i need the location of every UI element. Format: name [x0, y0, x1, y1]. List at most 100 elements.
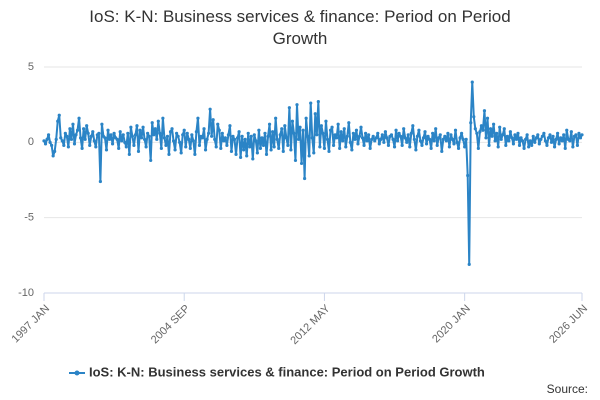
point [368, 146, 372, 150]
point [245, 154, 249, 158]
point [239, 155, 243, 159]
point [505, 134, 509, 138]
point [150, 121, 154, 125]
point [226, 133, 231, 137]
point [479, 124, 484, 128]
point [571, 145, 575, 149]
point [466, 173, 470, 178]
point [502, 127, 506, 131]
point [179, 151, 183, 155]
point [88, 143, 92, 147]
point [83, 137, 87, 141]
point [197, 143, 202, 147]
point [231, 134, 235, 138]
point [577, 131, 581, 135]
point [392, 145, 397, 149]
point [217, 128, 221, 132]
point [132, 143, 136, 147]
point [484, 136, 488, 140]
series-line [43, 81, 583, 266]
point [421, 136, 426, 140]
point [507, 139, 511, 143]
point [386, 143, 391, 147]
point [92, 139, 96, 143]
point [176, 134, 180, 138]
x-tick-label: 2020 JAN [430, 303, 473, 346]
point [549, 140, 554, 144]
point [71, 122, 75, 126]
point [469, 121, 473, 125]
point [167, 152, 171, 156]
point [373, 139, 377, 143]
point [492, 122, 496, 126]
point [72, 142, 77, 146]
point [536, 133, 540, 137]
point [307, 154, 311, 158]
point [431, 131, 435, 135]
point [313, 112, 317, 116]
point [359, 125, 363, 129]
point [120, 139, 124, 143]
point [274, 116, 278, 120]
point [356, 142, 360, 146]
point [271, 130, 275, 134]
point [219, 146, 223, 150]
point [427, 137, 432, 141]
point [258, 146, 263, 150]
point [389, 133, 394, 137]
point [255, 151, 259, 155]
point [508, 130, 512, 134]
point [65, 134, 69, 138]
point [62, 143, 66, 147]
point [51, 154, 55, 158]
point [399, 134, 403, 138]
point [336, 122, 340, 126]
point [551, 134, 555, 138]
point [263, 131, 267, 135]
point [299, 161, 304, 166]
point [123, 140, 127, 144]
point [414, 148, 418, 152]
y-tick-label: 5 [28, 61, 34, 73]
point [278, 133, 282, 137]
point [59, 136, 63, 140]
point [458, 136, 462, 140]
point [53, 149, 57, 153]
point [57, 113, 61, 117]
point [409, 131, 413, 135]
source-note: Source: [547, 382, 588, 396]
point [510, 136, 514, 140]
point [321, 131, 325, 135]
point [360, 136, 365, 140]
point [187, 137, 191, 141]
point [171, 139, 176, 143]
point [496, 145, 500, 149]
point [249, 134, 253, 138]
point [464, 137, 468, 141]
point [267, 122, 272, 126]
point [357, 134, 362, 138]
point [318, 145, 322, 149]
point [295, 103, 299, 107]
point [437, 136, 441, 140]
legend-label: IoS: K-N: Business services & finance: P… [89, 364, 485, 379]
point [202, 127, 206, 131]
point [225, 143, 229, 147]
point [46, 133, 51, 137]
y-tick-label: -5 [24, 212, 34, 224]
point [56, 119, 60, 123]
point [476, 146, 480, 150]
point [463, 145, 467, 149]
point [371, 134, 375, 138]
point [339, 130, 343, 134]
point [447, 145, 452, 149]
point [118, 130, 122, 134]
point [400, 143, 404, 147]
point [522, 146, 526, 150]
point [223, 136, 227, 140]
point [498, 125, 502, 129]
point [280, 127, 284, 131]
point [499, 137, 503, 141]
point [501, 133, 505, 137]
point [121, 133, 125, 137]
